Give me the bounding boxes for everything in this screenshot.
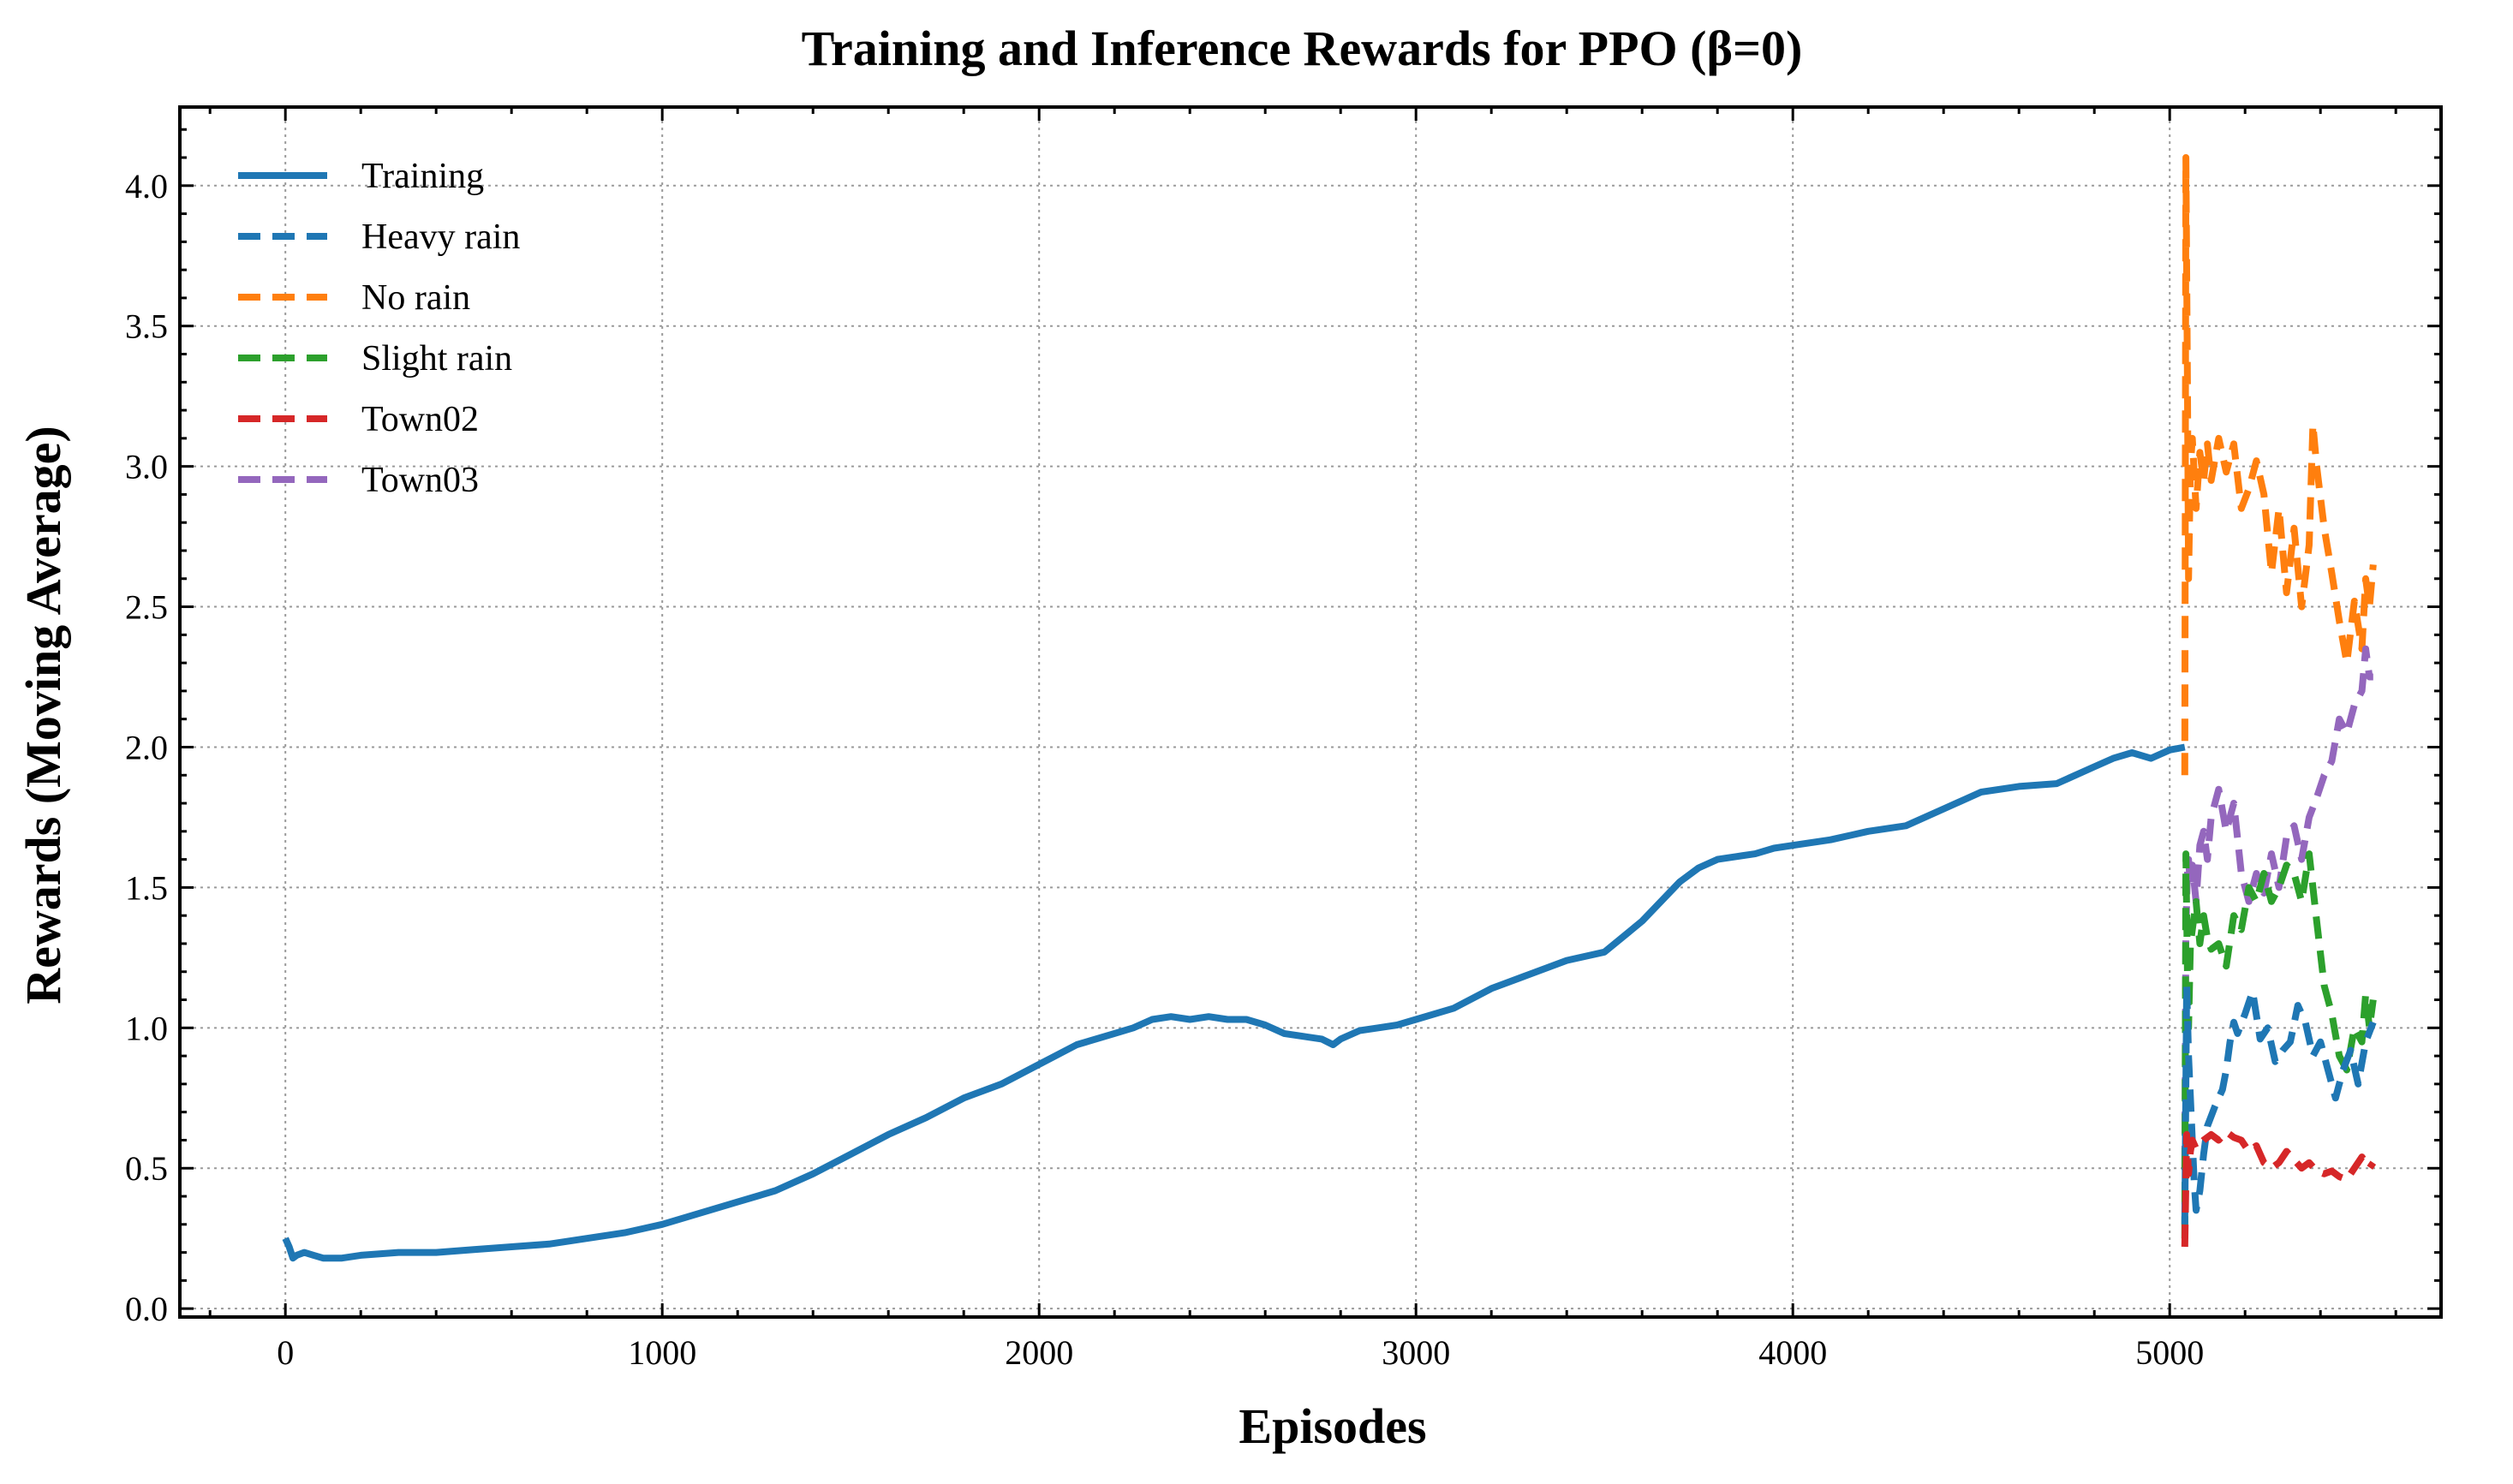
x-tick-label: 5000	[2135, 1333, 2204, 1372]
y-tick-label: 1.5	[125, 868, 168, 907]
legend-label-town03: Town03	[361, 461, 479, 500]
axis-ticks: 0 1000 2000 3000 4000 5000 0.0 0.5 1.0 1.5 2.0 2.5 3…	[125, 107, 2441, 1372]
legend-label-no-rain: No rain	[361, 278, 470, 318]
y-tick-label: 4.0	[125, 167, 168, 206]
y-tick-label: 0.5	[125, 1149, 168, 1188]
y-axis-label: Rewards (Moving Average)	[15, 426, 71, 1004]
series-line-town03	[2181, 645, 2373, 1169]
x-tick-label: 4000	[1758, 1333, 1827, 1372]
x-axis-label: Episodes	[1239, 1398, 1426, 1454]
chart-title: Training and Inference Rewards for PPO (…	[802, 21, 1803, 76]
legend: Training Heavy rain No rain Slight rain Town…	[238, 157, 520, 500]
y-tick-label: 3.5	[125, 307, 168, 346]
x-tick-label: 2000	[1005, 1333, 1073, 1372]
series-line-heavy-rain	[2181, 982, 2377, 1225]
x-tick-label: 1000	[628, 1333, 696, 1372]
y-tick-label: 0.0	[125, 1290, 168, 1328]
grid-lines	[180, 107, 2441, 1317]
series-line-no-rain	[2181, 154, 2377, 776]
y-tick-label: 1.0	[125, 1009, 168, 1047]
series-line-training	[282, 743, 2186, 1262]
plot-frame	[178, 105, 2443, 1319]
y-tick-label: 3.0	[125, 448, 168, 486]
series-line-slight-rain	[2181, 850, 2377, 1239]
y-tick-label: 2.0	[125, 728, 168, 766]
legend-label-town02: Town02	[361, 400, 479, 439]
legend-label-heavy-rain: Heavy rain	[361, 218, 520, 257]
legend-label-slight-rain: Slight rain	[361, 339, 512, 378]
x-tick-label: 3000	[1382, 1333, 1450, 1372]
y-tick-label: 2.5	[125, 588, 168, 627]
series-line-town02	[2181, 1128, 2377, 1248]
series-layer	[282, 154, 2377, 1262]
x-tick-label: 0	[277, 1333, 294, 1372]
legend-label-training: Training	[361, 157, 484, 196]
